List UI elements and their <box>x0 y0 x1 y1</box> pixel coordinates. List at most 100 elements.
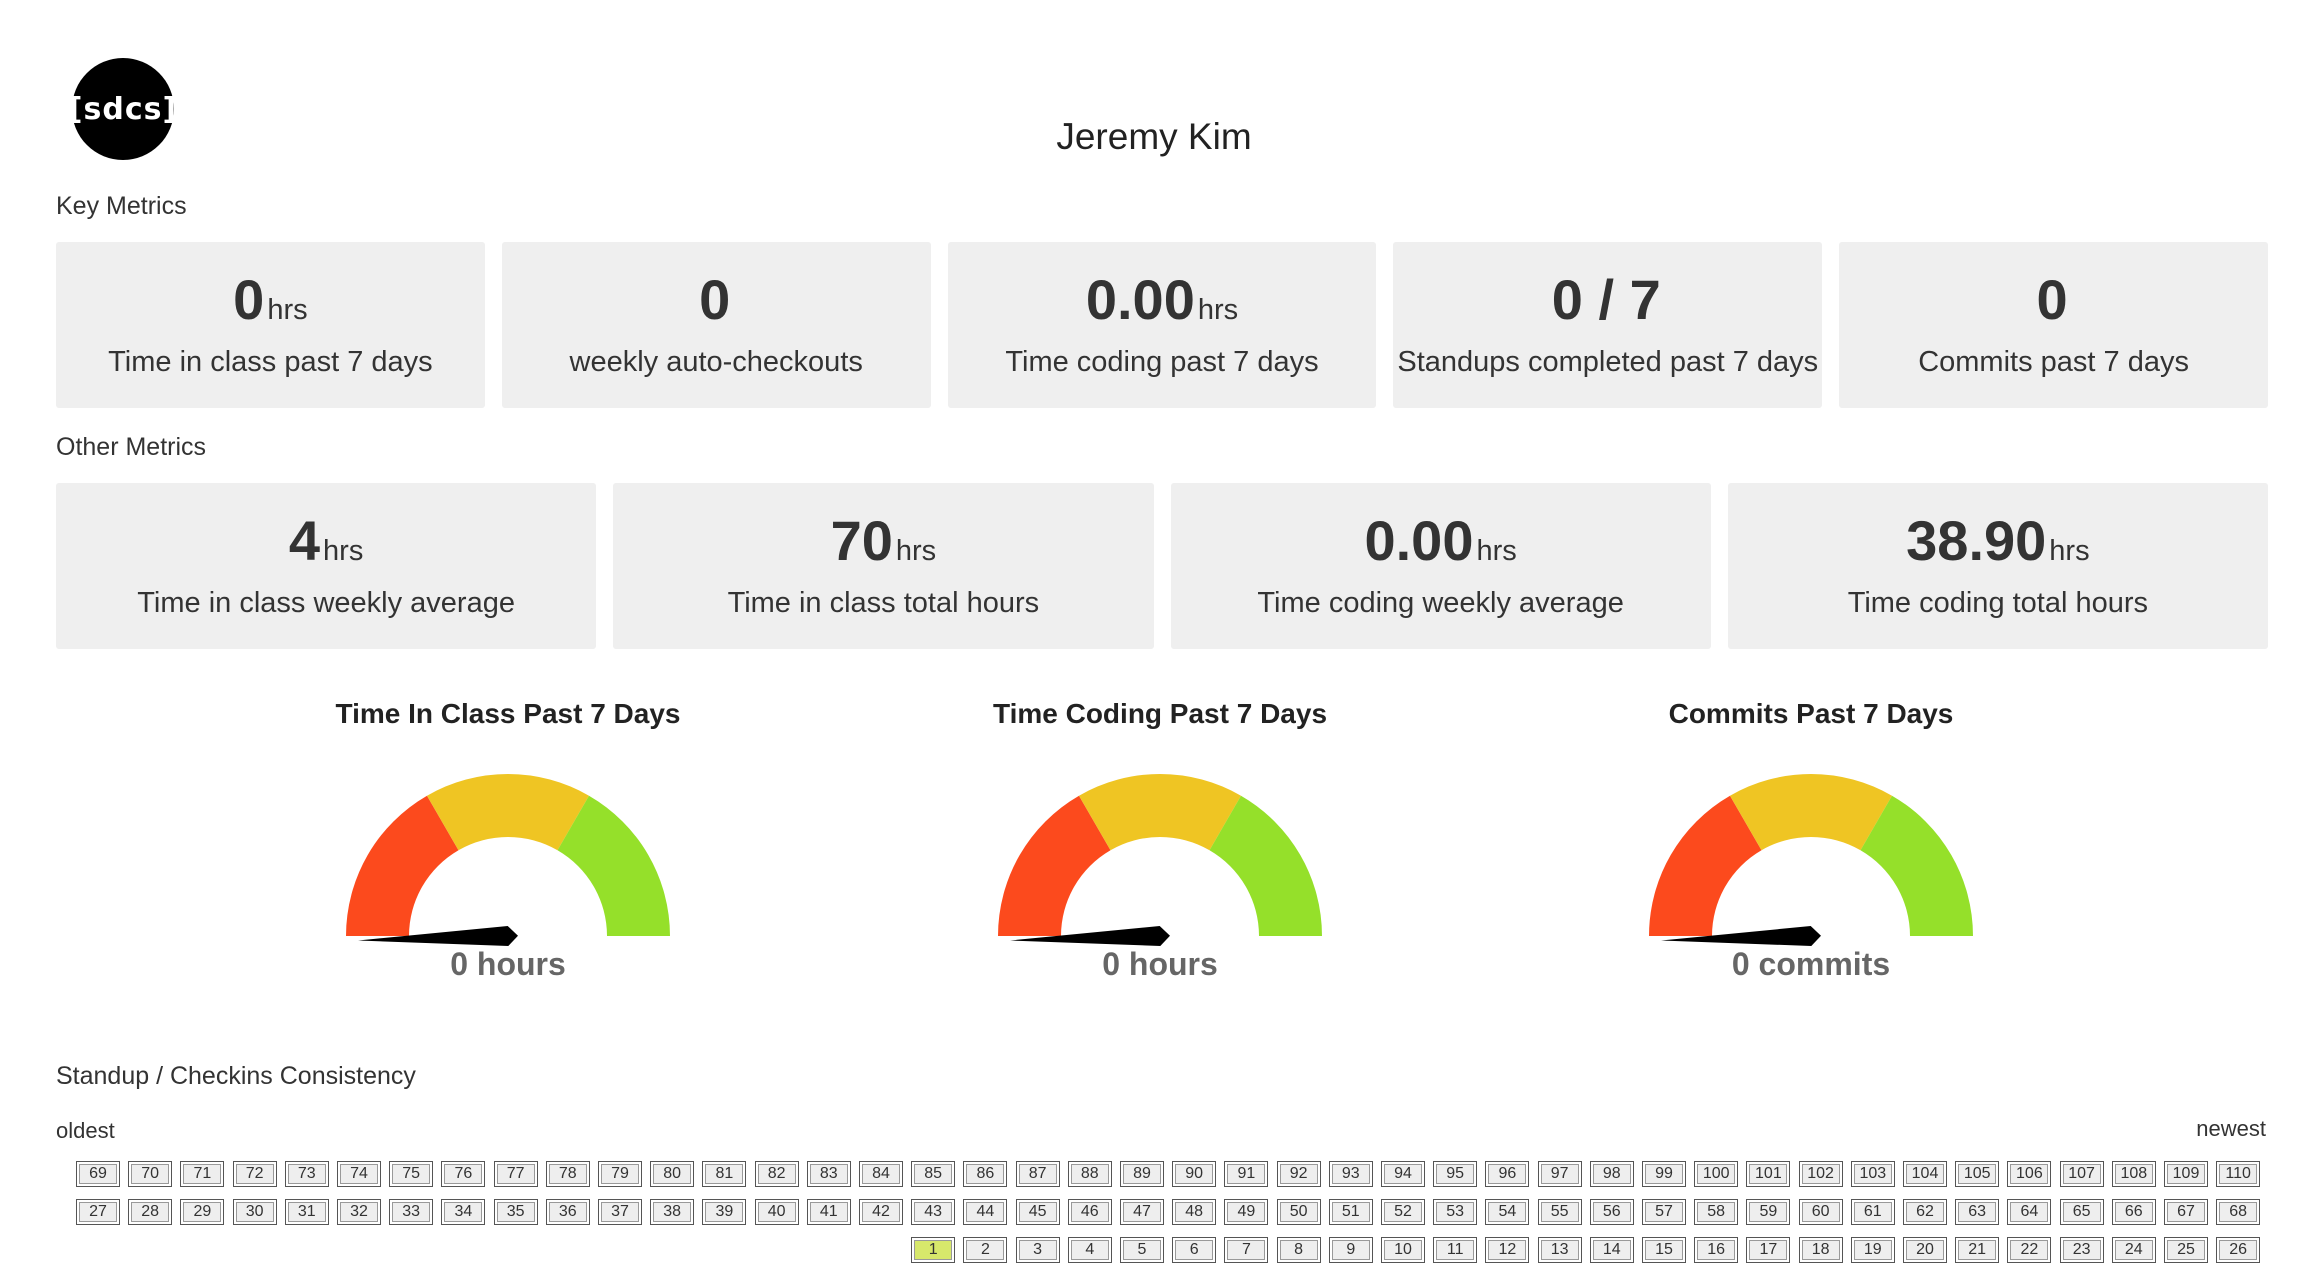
checkin-day: 1 <box>911 1237 956 1263</box>
gauge-band-low <box>346 795 459 936</box>
checkin-day: 2 <box>963 1237 1008 1263</box>
checkin-day: 12 <box>1485 1237 1530 1263</box>
gauge-time-in-class: Time In Class Past 7 Days 0 hours <box>178 698 838 1018</box>
checkin-day: 85 <box>911 1161 956 1187</box>
other-metrics-row: 4 hrs Time in class weekly average 70 hrs … <box>56 483 2268 649</box>
gauge-value: 0 hours <box>450 946 566 982</box>
gauge-band-low <box>1649 795 1762 936</box>
metric-value: 70 <box>830 508 893 572</box>
gauge-dial <box>998 774 1322 946</box>
checkin-day: 24 <box>2111 1237 2156 1263</box>
checkin-day: 60 <box>1798 1199 1843 1225</box>
key-metrics-row: 0 hrs Time in class past 7 days 0 weekly … <box>56 242 2268 408</box>
metric-card-class-total-hours: 70 hrs Time in class total hours <box>613 483 1154 649</box>
checkin-day: 7 <box>1224 1237 1269 1263</box>
gauge-dial <box>346 774 670 946</box>
checkin-day: 80 <box>650 1161 695 1187</box>
other-metrics-label: Other Metrics <box>56 433 207 461</box>
checkin-day: 78 <box>545 1161 590 1187</box>
metric-description: Time coding total hours <box>1847 586 2149 619</box>
checkin-day: 53 <box>1433 1199 1478 1225</box>
metric-value: 0.00 <box>1085 267 1195 331</box>
checkin-day: 36 <box>545 1199 590 1225</box>
checkin-day: 30 <box>232 1199 277 1225</box>
checkin-day: 41 <box>806 1199 851 1225</box>
checkin-day: 88 <box>1067 1161 1112 1187</box>
school-logo: [sdcs] <box>69 58 176 160</box>
checkin-day: 25 <box>2164 1237 2208 1263</box>
checkin-day: 69 <box>76 1161 120 1187</box>
checkin-day: 62 <box>1903 1199 1947 1225</box>
metric-card-auto-checkouts: 0 weekly auto-checkouts <box>501 242 931 408</box>
checkin-day: 8 <box>1276 1237 1321 1263</box>
checkin-day: 52 <box>1381 1199 1425 1225</box>
metric-value: 0 <box>233 267 265 331</box>
metric-description: Time in class past 7 days <box>108 345 433 378</box>
checkin-day: 42 <box>859 1199 903 1225</box>
checkin-day: 50 <box>1276 1199 1321 1225</box>
checkin-day: 96 <box>1485 1161 1530 1187</box>
checkin-day: 22 <box>2007 1237 2052 1263</box>
checkin-day: 97 <box>1537 1161 1582 1187</box>
checkin-day: 5 <box>1120 1237 1164 1263</box>
gauge-band-mid <box>427 774 589 851</box>
checkin-day: 98 <box>1589 1161 1634 1187</box>
gauge-needle <box>358 926 518 946</box>
key-metrics-label: Key Metrics <box>56 192 187 220</box>
checkin-day: 91 <box>1224 1161 1269 1187</box>
checkin-day: 18 <box>1798 1237 1843 1263</box>
checkin-day: 61 <box>1850 1199 1895 1225</box>
checkin-day: 6 <box>1172 1237 1217 1263</box>
checkin-day: 103 <box>1850 1161 1895 1187</box>
checkin-day: 45 <box>1015 1199 1060 1225</box>
metric-card-time-in-class: 0 hrs Time in class past 7 days <box>56 242 485 408</box>
checkin-day: 10 <box>1381 1237 1425 1263</box>
gauge-band-mid <box>1079 774 1241 851</box>
checkin-day: 56 <box>1589 1199 1634 1225</box>
checkin-day: 87 <box>1015 1161 1060 1187</box>
checkin-day: 16 <box>1694 1237 1739 1263</box>
metric-description: Standups completed past 7 days <box>1397 345 1819 378</box>
checkin-day: 102 <box>1798 1161 1843 1187</box>
metric-card-class-weekly-average: 4 hrs Time in class weekly average <box>56 483 597 649</box>
checkin-day: 95 <box>1433 1161 1478 1187</box>
metric-unit: hrs <box>267 293 308 326</box>
checkin-day: 86 <box>963 1161 1008 1187</box>
metric-unit: hrs <box>2049 534 2090 567</box>
checkin-day: 92 <box>1276 1161 1321 1187</box>
checkin-day: 9 <box>1328 1237 1373 1263</box>
checkin-day: 15 <box>1642 1237 1686 1263</box>
checkin-day: 73 <box>284 1161 329 1187</box>
checkin-day: 99 <box>1642 1161 1686 1187</box>
checkin-day: 27 <box>76 1199 120 1225</box>
checkin-day: 63 <box>1955 1199 2000 1225</box>
metric-unit: hrs <box>1476 534 1517 567</box>
metric-unit: hrs <box>895 534 937 567</box>
checkin-day: 100 <box>1694 1161 1739 1187</box>
gauge-value: 0 hours <box>1102 946 1218 982</box>
gauge-dial <box>1649 774 1973 946</box>
checkin-day: 106 <box>2007 1161 2052 1187</box>
student-name: Jeremy Kim <box>1056 116 1252 157</box>
gauge-needle <box>1661 926 1821 946</box>
checkin-day: 40 <box>754 1199 799 1225</box>
checkin-day: 67 <box>2164 1199 2208 1225</box>
checkin-day: 33 <box>389 1199 434 1225</box>
checkin-day: 14 <box>1589 1237 1634 1263</box>
checkin-day: 58 <box>1694 1199 1739 1225</box>
metric-description: Commits past 7 days <box>1918 345 2189 378</box>
checkin-day: 64 <box>2007 1199 2052 1225</box>
metric-value: 38.90 <box>1906 508 2047 572</box>
metric-description: Time coding weekly average <box>1257 586 1624 619</box>
checkin-day: 82 <box>754 1161 799 1187</box>
checkin-day: 54 <box>1485 1199 1530 1225</box>
metric-card-coding-weekly-average: 0.00 hrs Time coding weekly average <box>1170 483 1711 649</box>
metric-description: weekly auto-checkouts <box>569 345 863 378</box>
metric-card-coding-total-hours: 38.90 hrs Time coding total hours <box>1727 483 2268 649</box>
checkin-day: 104 <box>1903 1161 1947 1187</box>
checkin-day: 19 <box>1850 1237 1895 1263</box>
checkin-day: 51 <box>1328 1199 1373 1225</box>
metric-description: Time in class total hours <box>727 586 1040 619</box>
metric-value: 4 <box>288 508 321 572</box>
checkin-day: 74 <box>337 1161 381 1187</box>
